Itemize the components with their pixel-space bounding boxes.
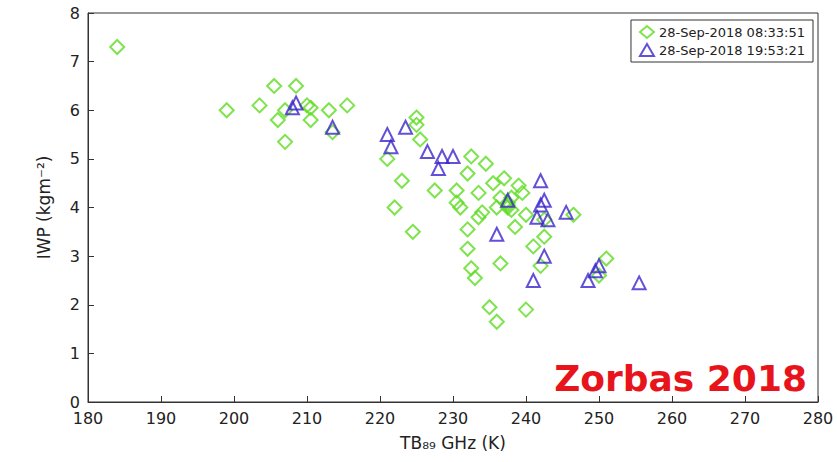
svg-text:230: 230: [438, 409, 469, 428]
svg-text:1: 1: [70, 344, 80, 363]
svg-text:240: 240: [511, 409, 542, 428]
svg-text:5: 5: [70, 149, 80, 168]
svg-text:28-Sep-2018 08:33:51: 28-Sep-2018 08:33:51: [659, 25, 805, 40]
svg-text:4: 4: [70, 198, 80, 217]
svg-text:220: 220: [365, 409, 396, 428]
svg-text:8: 8: [70, 4, 80, 23]
svg-text:Zorbas 2018: Zorbas 2018: [554, 358, 807, 399]
svg-text:28-Sep-2018 19:53:21: 28-Sep-2018 19:53:21: [659, 43, 805, 58]
svg-text:210: 210: [292, 409, 323, 428]
svg-text:180: 180: [73, 409, 104, 428]
svg-text:280: 280: [803, 409, 834, 428]
svg-text:270: 270: [730, 409, 761, 428]
svg-text:IWP (kgm⁻²): IWP (kgm⁻²): [34, 156, 54, 260]
svg-text:260: 260: [657, 409, 688, 428]
svg-text:190: 190: [146, 409, 177, 428]
svg-text:0: 0: [69, 392, 80, 412]
svg-text:7: 7: [70, 52, 80, 71]
svg-text:2: 2: [70, 295, 80, 314]
svg-text:3: 3: [70, 247, 80, 266]
svg-text:250: 250: [584, 409, 615, 428]
svg-text:200: 200: [219, 409, 250, 428]
svg-text:6: 6: [70, 101, 80, 120]
svg-text:TB₈₉ GHz (K): TB₈₉ GHz (K): [399, 433, 506, 453]
